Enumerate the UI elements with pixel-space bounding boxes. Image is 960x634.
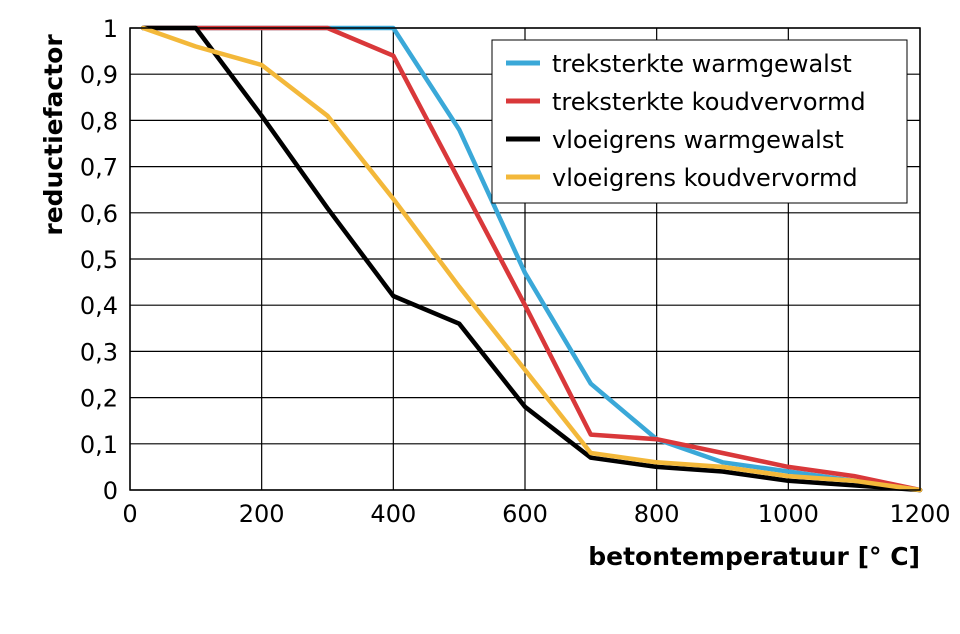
x-tick-label: 0 (122, 500, 137, 528)
x-tick-label: 1200 (889, 500, 950, 528)
y-tick-label: 0,4 (80, 292, 118, 320)
y-axis-label: reductiefactor (39, 34, 68, 236)
x-axis-label: betontemperatuur [° C] (588, 542, 920, 571)
y-tick-label: 1 (103, 15, 118, 43)
y-tick-label: 0,3 (80, 338, 118, 366)
x-tick-label: 1000 (758, 500, 819, 528)
plot-frame (129, 27, 921, 491)
legend-label: treksterkte koudvervormd (552, 88, 866, 116)
y-tick-label: 0,5 (80, 246, 118, 274)
y-tick-label: 0,2 (80, 385, 118, 413)
legend-label: vloeigrens warmgewalst (552, 126, 844, 154)
x-tick-label: 800 (634, 500, 680, 528)
y-tick-label: 0,6 (80, 200, 118, 228)
legend: treksterkte warmgewalst treksterkte koudv… (491, 39, 908, 204)
x-tick-labels: 0 200 400 600 800 1000 1200 (122, 500, 950, 528)
x-tick-label: 600 (502, 500, 548, 528)
x-tick-label: 400 (370, 500, 416, 528)
series-line-4 (140, 25, 923, 493)
legend-label: vloeigrens koudvervormd (552, 164, 858, 192)
y-tick-label: 0,7 (80, 154, 118, 182)
y-tick-label: 0,8 (80, 107, 118, 135)
y-tick-labels: 0 0,1 0,2 0,3 0,4 0,5 0,6 0,7 0,8 0,9 1 (80, 15, 118, 505)
legend-box (491, 39, 908, 204)
y-tick-label: 0 (103, 477, 118, 505)
x-tick-label: 200 (239, 500, 285, 528)
y-tick-label: 0,1 (80, 431, 118, 459)
y-tick-label: 0,9 (80, 61, 118, 89)
series-line-3 (140, 25, 923, 493)
legend-label: treksterkte warmgewalst (552, 50, 852, 78)
